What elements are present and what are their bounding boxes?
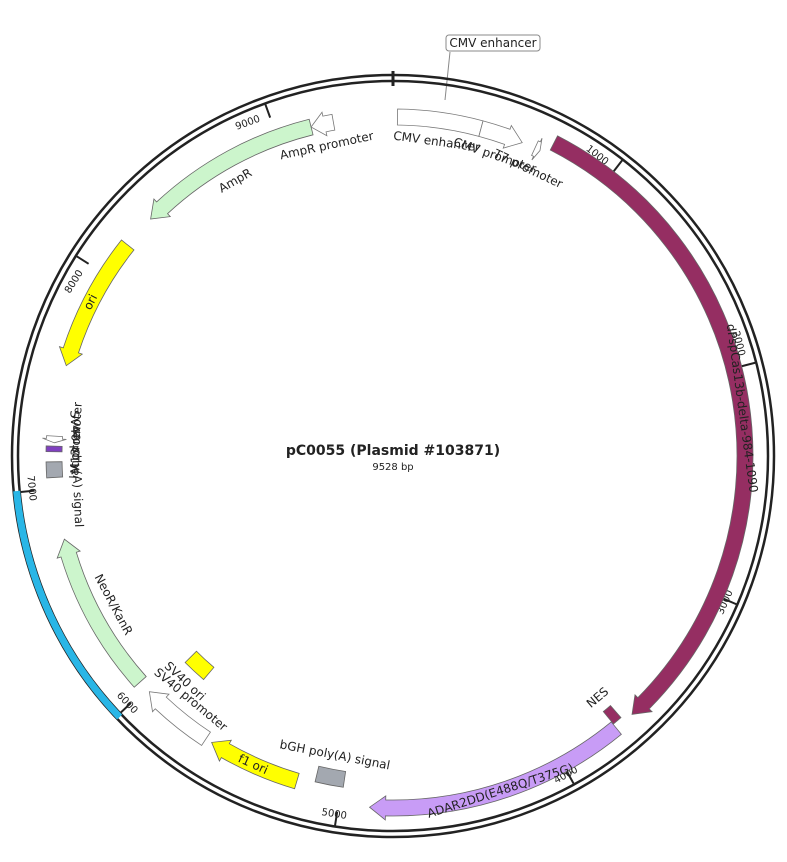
region [13,490,123,720]
feature [531,138,543,161]
feature-label: bGH poly(A) signal [279,737,392,772]
feature-label: lac promoter [67,402,85,479]
tick [565,770,575,785]
feature [45,461,64,479]
feature [56,538,147,688]
tick-label: 7000 [24,475,37,501]
feature-label: ADAR2DD(E488Q/T375G) [425,761,575,821]
feature [314,765,347,788]
feature [602,704,622,725]
feature [148,691,211,746]
callout-line [444,51,451,101]
map-length: 9528 bp [372,462,413,473]
feature [58,239,135,367]
feature [184,650,215,681]
feature [211,739,300,790]
tick [334,811,339,826]
feature [310,111,336,137]
tick [264,104,272,118]
tick-label: 9000 [234,114,262,133]
tick [741,361,756,368]
tick [20,489,35,493]
tick [723,597,737,606]
feature-label: M13 rev [68,425,83,474]
map-title: pC0055 (Plasmid #103871) [286,443,500,459]
tick [76,255,90,265]
feature [368,721,622,821]
feature [478,120,523,149]
feature-label: ori [81,292,101,312]
feature-label: SV40 poly(A) signal [67,410,86,528]
feature-label: NES [584,684,612,710]
feature [42,435,67,444]
callout-box [445,34,541,52]
feature [150,118,314,220]
feature [549,135,754,715]
tick [612,159,623,173]
tick [120,702,132,714]
callout-label: CMV enhancer [449,36,536,50]
feature-label: T7 promoter [491,146,565,191]
feature [45,445,63,453]
tick-label: 5000 [321,807,348,822]
